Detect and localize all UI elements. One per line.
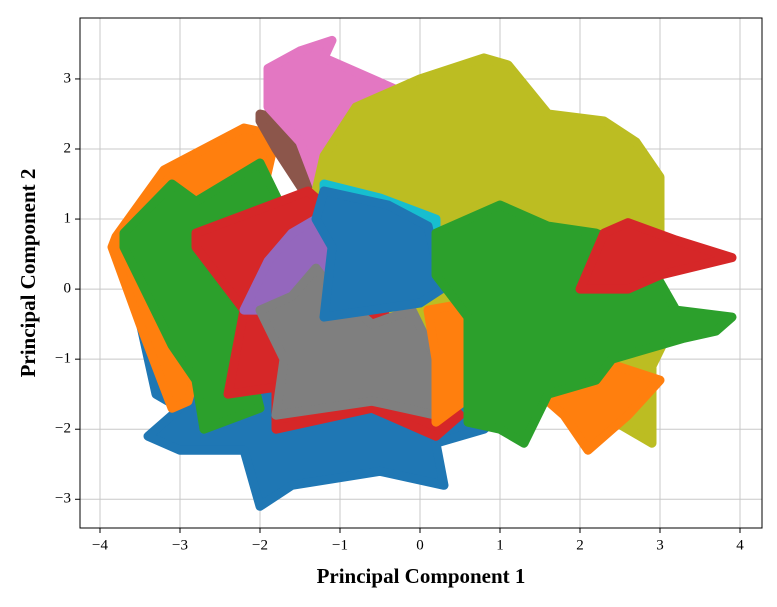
x-axis-title: Principal Component 1 bbox=[317, 564, 526, 588]
x-tick-label: 1 bbox=[496, 537, 504, 553]
x-tick-label: −3 bbox=[172, 537, 188, 553]
y-tick-label: 2 bbox=[64, 140, 72, 156]
point-cloud bbox=[255, 263, 441, 420]
x-tick-label: −2 bbox=[252, 537, 268, 553]
x-tick-label: −1 bbox=[332, 537, 348, 553]
y-tick-label: −2 bbox=[55, 421, 71, 437]
y-tick-label: −1 bbox=[55, 351, 71, 367]
x-tick-label: 4 bbox=[736, 537, 744, 553]
y-tick-label: −3 bbox=[55, 491, 71, 507]
x-tick-label: 2 bbox=[576, 537, 584, 553]
ticks: −4 −3 −2 −1 0 1 2 3 4 −3 −2 −1 0 1 2 3 bbox=[55, 70, 744, 553]
y-tick-label: 3 bbox=[64, 70, 72, 86]
point-cloud bbox=[311, 186, 457, 322]
y-axis-title: Principal Component 2 bbox=[16, 169, 40, 378]
x-tick-label: 0 bbox=[416, 537, 424, 553]
point-cloud bbox=[575, 218, 737, 294]
y-tick-label: 1 bbox=[64, 210, 72, 226]
y-tick-label: 0 bbox=[64, 281, 72, 297]
plot-area bbox=[107, 35, 737, 511]
point-cloud bbox=[431, 200, 737, 448]
axes-frame bbox=[79, 17, 763, 529]
x-tick-label: 3 bbox=[656, 537, 664, 553]
x-tick-label: −4 bbox=[92, 537, 108, 553]
